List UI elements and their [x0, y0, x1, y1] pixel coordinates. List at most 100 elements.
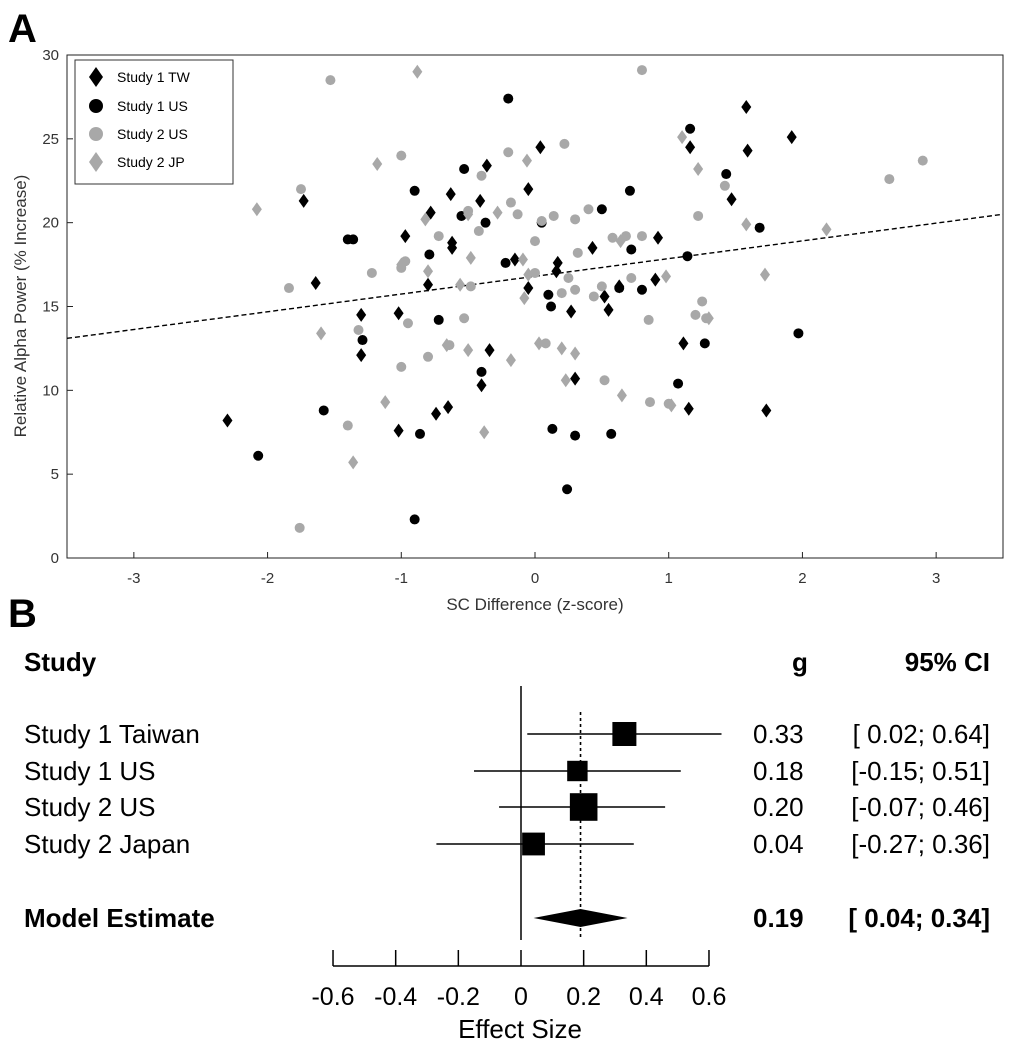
point-study-2-us: [596, 281, 607, 292]
point-study-2-jp: [463, 207, 474, 222]
point-study-1-us: [636, 284, 647, 295]
y-tick-label: 20: [42, 215, 59, 232]
point-study-1-us: [543, 289, 554, 300]
point-study-2-jp: [616, 388, 627, 403]
forest-x-tick-label: -0.4: [374, 983, 417, 1011]
point-study-1-us: [699, 338, 710, 349]
study-label-study1-us: Study 1 US: [24, 756, 156, 786]
y-tick-label: 10: [42, 382, 59, 399]
point-study-2-us: [643, 314, 654, 325]
x-tick-label: -1: [395, 570, 408, 587]
point-study-2-jp: [420, 212, 431, 227]
point-study-2-us: [296, 184, 306, 195]
legend-label-study2-us: Study 2 US: [117, 126, 188, 142]
legend-marker-study2-us: [89, 127, 103, 141]
point-study-1-tw: [761, 403, 772, 418]
point-study-1-tw: [786, 130, 797, 145]
point-study-2-us: [556, 288, 567, 299]
point-study-2-jp: [521, 153, 532, 168]
point-study-1-tw: [298, 193, 309, 208]
point-study-1-tw: [310, 276, 321, 291]
y-tick-label: 15: [42, 299, 59, 316]
panel-b-label: B: [8, 592, 37, 636]
point-study-1-us: [682, 251, 693, 262]
point-study-2-us: [588, 291, 599, 302]
point-study-1-tw: [726, 192, 737, 207]
point-study-2-us: [607, 232, 618, 243]
point-study-1-tw: [685, 140, 696, 155]
header-g: g: [792, 647, 808, 677]
point-study-2-jp: [666, 398, 677, 413]
point-study-1-us: [503, 93, 514, 104]
x-tick-label: 2: [798, 570, 806, 587]
point-study-1-tw: [431, 406, 442, 421]
legend-label-study1-tw: Study 1 TW: [117, 69, 191, 85]
point-study-1-tw: [509, 252, 520, 267]
forest-x-tick-label: 0.6: [692, 983, 727, 1011]
point-study-2-us: [459, 313, 470, 324]
panel-a-label: A: [8, 7, 37, 51]
point-study-2-jp: [693, 162, 704, 177]
study-label-study2-us: Study 2 US: [24, 792, 156, 822]
point-study-2-jp: [463, 343, 474, 358]
point-study-1-tw: [587, 240, 598, 255]
point-study-2-jp: [523, 267, 534, 282]
study-label-study2-japan: Study 2 Japan: [24, 829, 190, 859]
point-study-2-us: [884, 174, 895, 185]
study-labels: Study 1 Taiwan Study 1 US Study 2 US Stu…: [24, 719, 215, 933]
point-study-2-us: [433, 231, 444, 242]
point-study-2-jp: [560, 373, 571, 388]
point-study-1-us: [596, 204, 607, 215]
point-study-2-jp: [570, 346, 581, 361]
point-study-1-us: [546, 301, 557, 312]
legend-marker-study1-us: [89, 99, 103, 113]
point-study-1-tw: [447, 240, 458, 255]
point-study-1-tw: [599, 289, 610, 304]
point-study-1-tw: [425, 205, 436, 220]
point-study-1-us: [570, 430, 581, 441]
point-study-1-tw: [400, 229, 411, 244]
point-study-2-jp: [423, 264, 434, 279]
point-study-2-jp: [441, 338, 452, 353]
point-study-2-jp: [348, 455, 359, 470]
point-study-2-jp: [412, 64, 423, 79]
header-study: Study: [24, 647, 97, 677]
point-study-2-jp: [505, 353, 516, 368]
point-study-1-tw: [481, 158, 492, 173]
point-study-2-jp: [517, 252, 528, 267]
forest-x-tick-label: -0.2: [437, 983, 480, 1011]
x-tick-label: 1: [665, 570, 673, 587]
point-study-2-us: [512, 209, 523, 220]
point-study-1-us: [626, 244, 637, 255]
point-study-1-tw: [476, 378, 487, 393]
point-study-1-tw: [650, 272, 661, 287]
forest-x-tick-label: 0.2: [566, 983, 601, 1011]
x-tick-label: 0: [531, 570, 539, 587]
ci-value-study2-japan: [-0.27; 0.36]: [851, 829, 990, 859]
point-study-1-tw: [742, 143, 753, 158]
forest-plot: -0.6 -0.4 -0.2 0 0.2 0.4 0.6: [311, 686, 726, 1011]
point-study-2-jp: [519, 291, 530, 306]
point-study-2-jp: [615, 234, 626, 249]
point-study-1-tw: [393, 423, 404, 438]
point-study-2-us: [599, 375, 610, 386]
point-study-2-us: [473, 226, 484, 237]
point-study-2-jp: [556, 341, 567, 356]
point-study-2-us: [636, 231, 647, 242]
point-study-1-tw: [445, 187, 456, 202]
point-study-1-tw: [523, 281, 534, 296]
point-study-1-us: [480, 217, 491, 228]
y-tick-label: 25: [42, 131, 59, 148]
point-study-1-us: [500, 257, 511, 268]
ci-value-study2-us: [-0.07; 0.46]: [851, 792, 990, 822]
ci-value-summary: [ 0.04; 0.34]: [848, 903, 990, 933]
point-study-1-tw: [393, 306, 404, 321]
ci-value-study1-us: [-0.15; 0.51]: [851, 756, 990, 786]
x-tick-label: -3: [127, 570, 140, 587]
point-study-2-us: [353, 324, 364, 335]
point-study-1-us: [754, 222, 765, 233]
point-study-2-us: [342, 420, 353, 431]
legend: Study 1 TW Study 1 US Study 2 US Study 2…: [74, 59, 234, 185]
point-study-1-us: [476, 366, 487, 377]
point-study-2-us: [540, 338, 551, 349]
